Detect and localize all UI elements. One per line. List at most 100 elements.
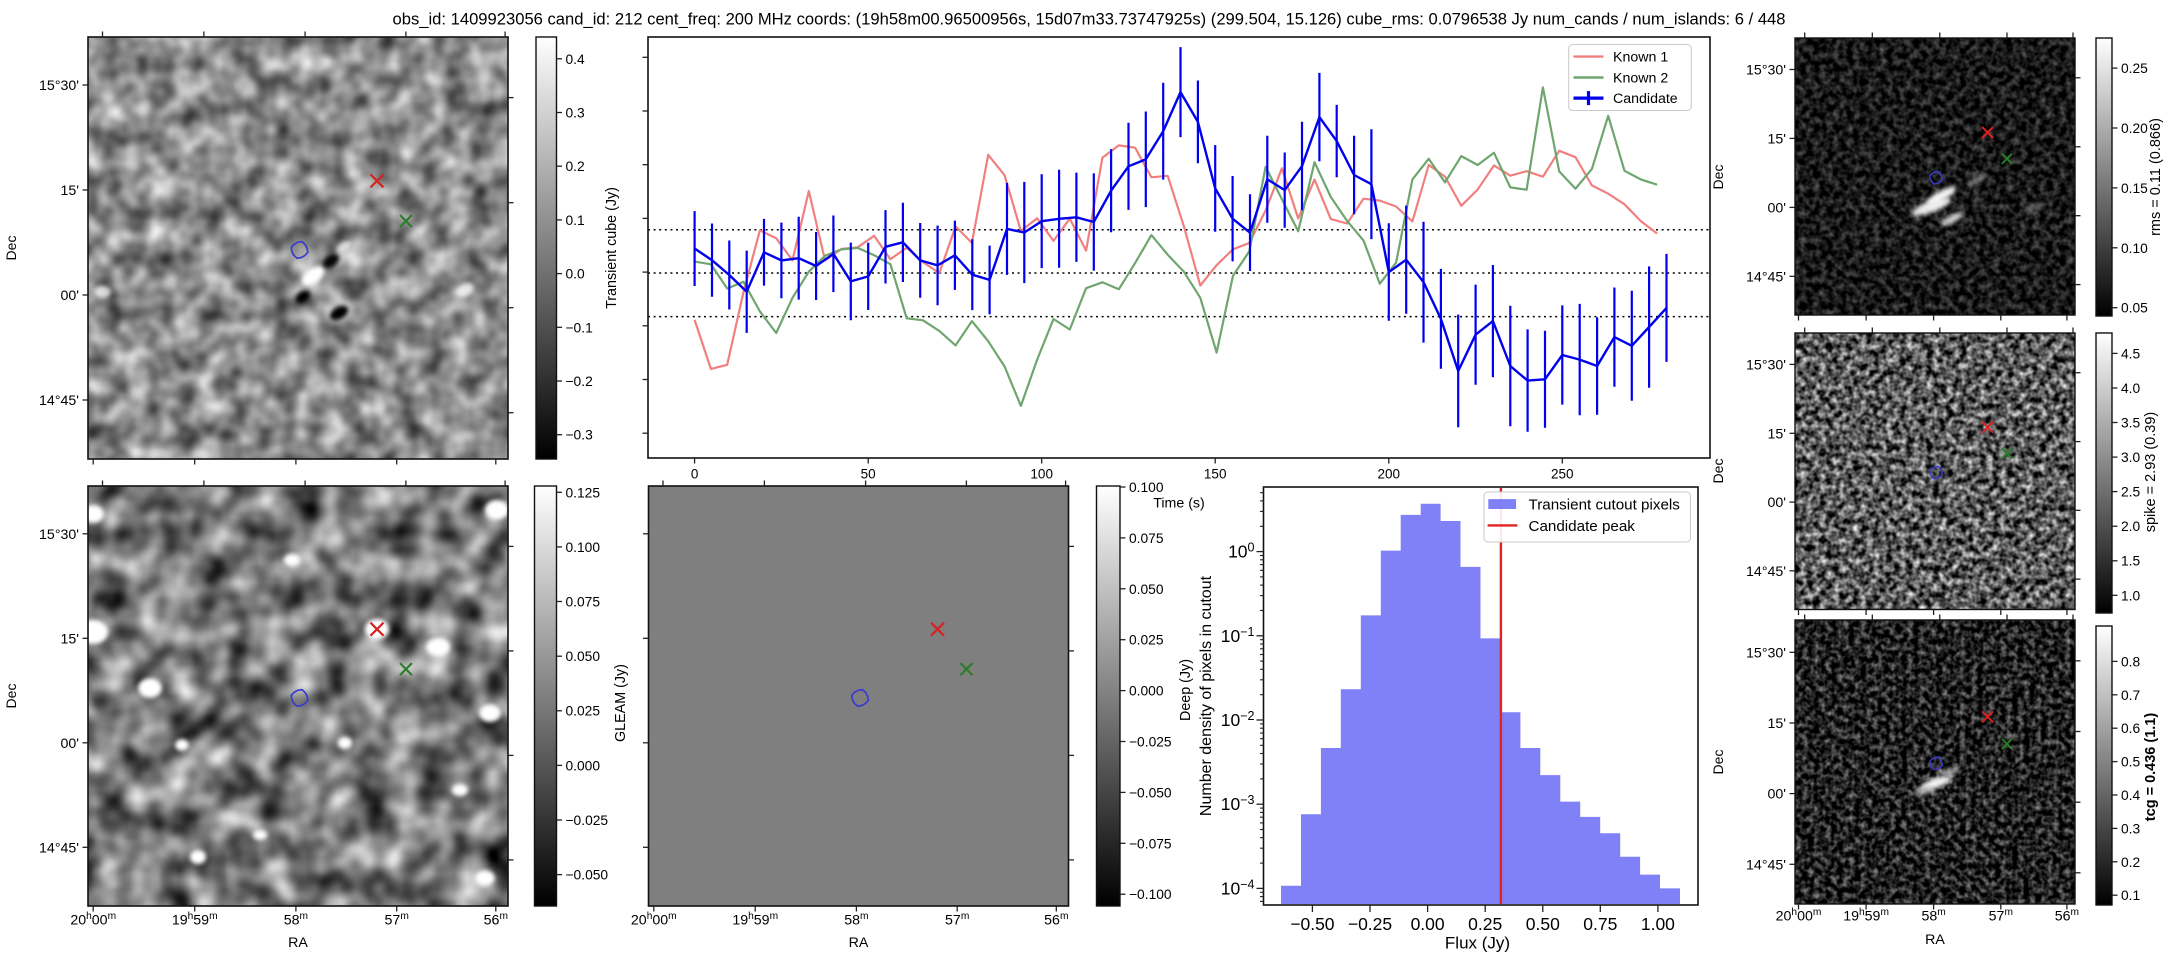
svg-text:Dec: Dec xyxy=(1710,750,1726,775)
svg-text:14°45': 14°45' xyxy=(39,840,79,856)
svg-text:0.8: 0.8 xyxy=(2121,654,2141,669)
svg-text:15': 15' xyxy=(1768,132,1787,148)
svg-text:15°30': 15°30' xyxy=(1746,63,1786,79)
svg-text:0.4: 0.4 xyxy=(2121,788,2141,803)
svg-text:Transient cube (Jy): Transient cube (Jy) xyxy=(604,187,620,309)
svg-text:RA: RA xyxy=(1925,932,1945,948)
svg-text:0.6: 0.6 xyxy=(2121,721,2141,736)
svg-text:58m: 58m xyxy=(1921,907,1945,925)
svg-text:0.000: 0.000 xyxy=(566,758,601,773)
svg-text:0.0: 0.0 xyxy=(566,267,586,282)
svg-text:−0.2: −0.2 xyxy=(566,374,593,389)
svg-text:Transient cutout pixels: Transient cutout pixels xyxy=(1529,497,1681,514)
svg-text:0.125: 0.125 xyxy=(566,485,601,500)
svg-text:14°45': 14°45' xyxy=(1746,857,1786,873)
svg-text:00': 00' xyxy=(61,288,80,304)
svg-text:Known 1: Known 1 xyxy=(1613,49,1668,65)
svg-text:57m: 57m xyxy=(385,911,409,929)
svg-text:−0.50: −0.50 xyxy=(1290,914,1335,934)
svg-text:0: 0 xyxy=(691,467,699,482)
svg-text:−0.25: −0.25 xyxy=(1348,914,1392,934)
svg-text:rms = 0.11 (0.866): rms = 0.11 (0.866) xyxy=(2148,118,2164,236)
svg-text:Candidate: Candidate xyxy=(1613,91,1678,107)
svg-text:−0.025: −0.025 xyxy=(566,813,609,828)
svg-text:0.2: 0.2 xyxy=(2121,855,2140,870)
svg-text:RA: RA xyxy=(288,935,308,951)
svg-text:0.100: 0.100 xyxy=(1129,480,1164,495)
svg-text:56m: 56m xyxy=(2055,907,2079,925)
svg-text:0.25: 0.25 xyxy=(2121,61,2148,76)
svg-text:56m: 56m xyxy=(1044,911,1068,929)
svg-text:Dec: Dec xyxy=(3,684,19,709)
svg-text:−0.3: −0.3 xyxy=(566,428,594,443)
svg-text:57m: 57m xyxy=(945,911,969,929)
svg-text:20h00m: 20h00m xyxy=(631,911,677,929)
svg-text:0.075: 0.075 xyxy=(1129,531,1164,546)
svg-text:0.50: 0.50 xyxy=(1526,914,1560,934)
svg-text:00': 00' xyxy=(1768,787,1787,803)
svg-text:0.25: 0.25 xyxy=(1468,914,1502,934)
svg-text:1.0: 1.0 xyxy=(2121,588,2141,603)
svg-text:0.000: 0.000 xyxy=(1129,684,1164,699)
svg-text:4.5: 4.5 xyxy=(2121,346,2141,361)
svg-text:00': 00' xyxy=(1768,201,1787,217)
svg-text:14°45': 14°45' xyxy=(1746,564,1786,580)
svg-text:100: 100 xyxy=(1030,467,1053,482)
svg-text:0.10: 0.10 xyxy=(2121,241,2148,256)
svg-text:0.20: 0.20 xyxy=(2121,121,2148,136)
svg-text:20h00m: 20h00m xyxy=(1776,907,1822,925)
svg-text:15': 15' xyxy=(1768,426,1787,442)
svg-text:Dec: Dec xyxy=(1710,165,1726,190)
svg-text:0.00: 0.00 xyxy=(1411,914,1445,934)
svg-text:19h59m: 19h59m xyxy=(1843,907,1889,925)
svg-text:Flux (Jy): Flux (Jy) xyxy=(1445,934,1510,953)
svg-text:0.1: 0.1 xyxy=(2121,888,2140,903)
svg-text:200: 200 xyxy=(1378,467,1401,482)
svg-text:−0.1: −0.1 xyxy=(566,320,593,335)
svg-text:0.075: 0.075 xyxy=(566,595,601,610)
svg-text:0.4: 0.4 xyxy=(566,52,586,67)
svg-text:4.0: 4.0 xyxy=(2121,381,2141,396)
svg-text:Known 2: Known 2 xyxy=(1613,70,1668,86)
svg-text:RA: RA xyxy=(849,935,869,951)
svg-text:2.5: 2.5 xyxy=(2121,485,2141,500)
svg-text:−0.050: −0.050 xyxy=(566,868,609,883)
svg-text:Number density of pixels in cu: Number density of pixels in cutout xyxy=(1198,575,1215,816)
svg-text:00': 00' xyxy=(61,736,80,752)
svg-text:0.100: 0.100 xyxy=(566,540,601,555)
svg-text:15': 15' xyxy=(61,183,80,199)
svg-text:150: 150 xyxy=(1204,467,1227,482)
svg-text:15°30': 15°30' xyxy=(1746,645,1786,661)
svg-text:GLEAM (Jy): GLEAM (Jy) xyxy=(613,664,629,742)
svg-text:−0.075: −0.075 xyxy=(1129,836,1172,851)
svg-text:20h00m: 20h00m xyxy=(70,911,116,929)
svg-text:14°45': 14°45' xyxy=(39,393,79,409)
svg-text:15': 15' xyxy=(61,631,80,647)
svg-text:−0.050: −0.050 xyxy=(1129,785,1172,800)
svg-text:0.3: 0.3 xyxy=(566,106,586,121)
svg-text:1.00: 1.00 xyxy=(1641,914,1675,934)
svg-text:0.05: 0.05 xyxy=(2121,301,2148,316)
svg-text:58m: 58m xyxy=(844,911,868,929)
svg-text:2.0: 2.0 xyxy=(2121,519,2141,534)
svg-text:19h59m: 19h59m xyxy=(732,911,778,929)
svg-text:00': 00' xyxy=(1768,495,1787,511)
svg-text:Candidate peak: Candidate peak xyxy=(1529,518,1636,535)
svg-text:0.3: 0.3 xyxy=(2121,821,2141,836)
svg-text:Deep (Jy): Deep (Jy) xyxy=(1178,659,1194,721)
svg-text:15°30': 15°30' xyxy=(1746,358,1786,374)
svg-text:0.15: 0.15 xyxy=(2121,181,2148,196)
svg-text:Dec: Dec xyxy=(3,236,19,261)
svg-text:3.5: 3.5 xyxy=(2121,416,2141,431)
svg-text:0.025: 0.025 xyxy=(566,704,601,719)
svg-text:1.5: 1.5 xyxy=(2121,554,2141,569)
svg-text:0.5: 0.5 xyxy=(2121,755,2141,770)
svg-text:Time (s): Time (s) xyxy=(1153,496,1205,512)
svg-text:tcg = 0.436 (1.1): tcg = 0.436 (1.1) xyxy=(2143,713,2159,822)
svg-text:58m: 58m xyxy=(284,911,308,929)
svg-text:obs_id: 1409923056 cand_id: 21: obs_id: 1409923056 cand_id: 212 cent_fre… xyxy=(393,10,1786,29)
svg-text:15°30': 15°30' xyxy=(39,527,79,543)
svg-text:0.7: 0.7 xyxy=(2121,688,2140,703)
svg-text:0.050: 0.050 xyxy=(1129,582,1164,597)
svg-text:15': 15' xyxy=(1768,716,1787,732)
